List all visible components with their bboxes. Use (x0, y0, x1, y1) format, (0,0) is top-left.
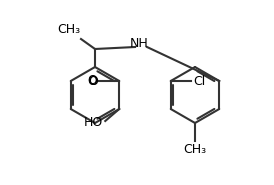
Text: O: O (87, 73, 97, 87)
Text: CH₃: CH₃ (57, 23, 80, 36)
Text: NH: NH (130, 36, 149, 50)
Text: O: O (87, 75, 97, 88)
Text: O: O (89, 75, 98, 88)
Text: HO: HO (84, 115, 103, 129)
Text: CH₃: CH₃ (183, 143, 207, 156)
Text: Cl: Cl (193, 75, 205, 88)
